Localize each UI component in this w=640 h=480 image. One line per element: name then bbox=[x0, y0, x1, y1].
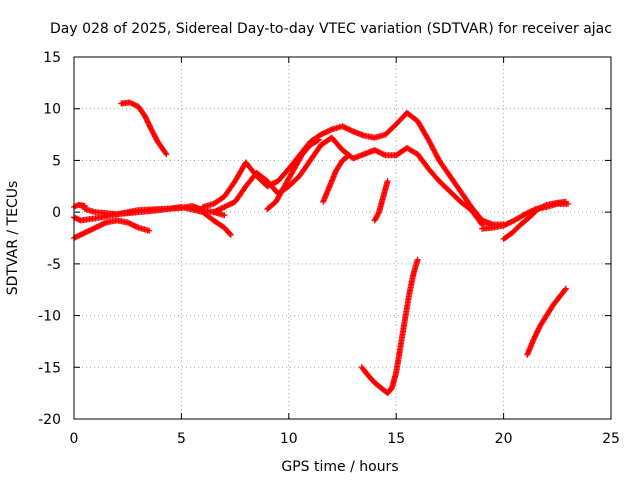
y-tick-label: -5 bbox=[47, 257, 61, 273]
data-point-marker bbox=[561, 286, 568, 293]
data-point-marker bbox=[227, 231, 234, 238]
chart-title: Day 028 of 2025, Sidereal Day-to-day VTE… bbox=[50, 21, 612, 37]
y-tick-label: 5 bbox=[52, 153, 61, 169]
data-point-marker bbox=[221, 212, 228, 219]
data-series-trace-b bbox=[71, 217, 153, 241]
data-series-trace-n bbox=[524, 285, 569, 358]
data-point-marker bbox=[562, 285, 569, 292]
x-tick-label: 15 bbox=[387, 431, 405, 447]
data-series-trace-m bbox=[500, 198, 569, 243]
x-tick-label: 10 bbox=[280, 431, 298, 447]
y-tick-label: -20 bbox=[38, 412, 61, 428]
data-series-trace-e bbox=[118, 99, 170, 158]
axis-ticks: 0 5 10 15 20 25 -20 -15 -10 -5 0 5 10 15 bbox=[38, 50, 620, 447]
data-series-trace-k bbox=[358, 256, 421, 397]
y-axis-label: SDTVAR / TECUs bbox=[5, 181, 21, 296]
data-point-marker bbox=[478, 220, 485, 227]
data-series-trace-c bbox=[71, 201, 88, 210]
data-point-marker bbox=[314, 137, 321, 144]
plot-frame bbox=[73, 56, 612, 420]
y-tick-label: 10 bbox=[43, 102, 61, 118]
x-tick-label: 25 bbox=[602, 431, 620, 447]
data-series-trace-d bbox=[81, 203, 234, 238]
x-tick-label: 0 bbox=[70, 431, 79, 447]
data-point-marker bbox=[315, 136, 322, 143]
data-point-marker bbox=[562, 198, 569, 205]
data-points bbox=[71, 99, 572, 397]
data-series-trace-h bbox=[264, 136, 322, 213]
data-point-marker bbox=[146, 227, 153, 234]
data-series-trace-i bbox=[320, 152, 352, 205]
data-point-marker bbox=[163, 151, 170, 158]
y-tick-label: -10 bbox=[38, 309, 61, 325]
data-point-marker bbox=[226, 230, 233, 237]
data-point-marker bbox=[345, 152, 352, 159]
y-tick-label: -15 bbox=[38, 360, 61, 376]
x-tick-label: 5 bbox=[177, 431, 186, 447]
data-point-marker bbox=[384, 178, 391, 185]
y-tick-label: 0 bbox=[52, 205, 61, 221]
x-axis-label: GPS time / hours bbox=[281, 459, 398, 475]
data-point-marker bbox=[344, 153, 351, 160]
data-point-marker bbox=[162, 149, 169, 156]
data-series-trace-j bbox=[371, 178, 391, 224]
y-tick-label: 15 bbox=[43, 50, 61, 66]
data-point-marker bbox=[414, 256, 421, 263]
x-tick-label: 20 bbox=[495, 431, 513, 447]
